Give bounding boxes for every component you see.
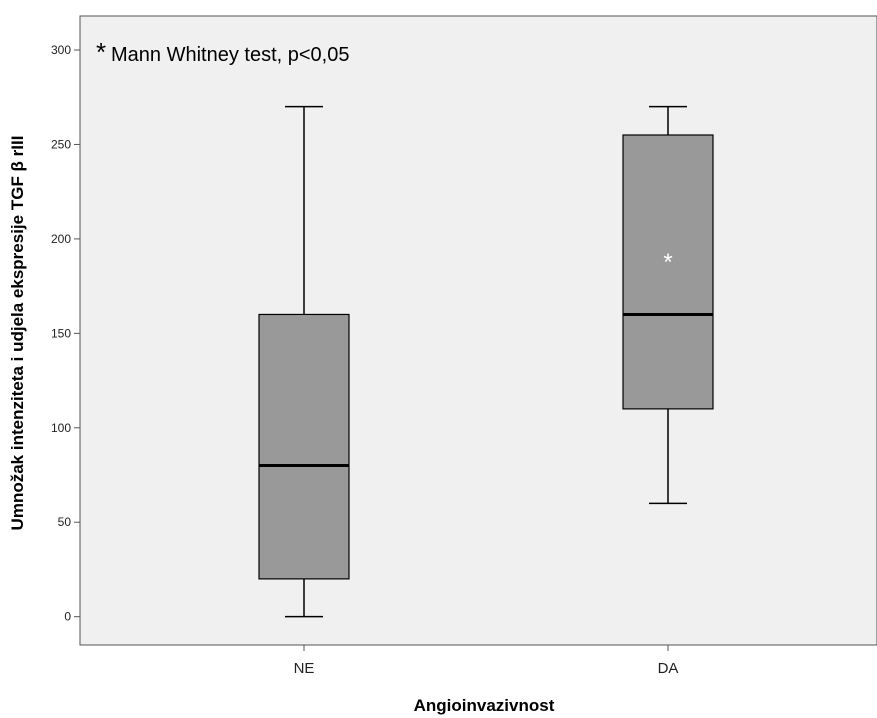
x-axis-title: Angioinvazivnost bbox=[414, 696, 555, 715]
x-tick-label: NE bbox=[294, 660, 315, 677]
y-axis: 0 50 100 150 200 250 300 bbox=[51, 43, 80, 624]
outlier-markers: * bbox=[663, 249, 672, 276]
significance-marker: * bbox=[663, 249, 672, 276]
y-tick-label: 250 bbox=[51, 137, 71, 151]
box-ne bbox=[258, 105, 350, 618]
y-tick-label: 50 bbox=[58, 515, 72, 529]
y-tick-label: 300 bbox=[51, 43, 71, 57]
y-axis-title: Umnožak intenziteta i udjela ekspresije … bbox=[8, 136, 27, 531]
x-axis: NE DA bbox=[294, 645, 679, 677]
y-tick-label: 100 bbox=[51, 421, 71, 435]
y-tick-label: 150 bbox=[51, 326, 71, 340]
iqr-box bbox=[622, 134, 714, 410]
boxes bbox=[258, 105, 714, 618]
x-tick-label: DA bbox=[658, 660, 679, 677]
annotation-text: Mann Whitney test, p<0,05 bbox=[111, 44, 349, 66]
annotation-star: * bbox=[96, 37, 106, 67]
y-tick-label: 200 bbox=[51, 232, 71, 246]
y-tick-label: 0 bbox=[64, 610, 71, 624]
box-da bbox=[622, 105, 714, 505]
iqr-box bbox=[258, 313, 350, 580]
plot-area bbox=[79, 15, 877, 646]
